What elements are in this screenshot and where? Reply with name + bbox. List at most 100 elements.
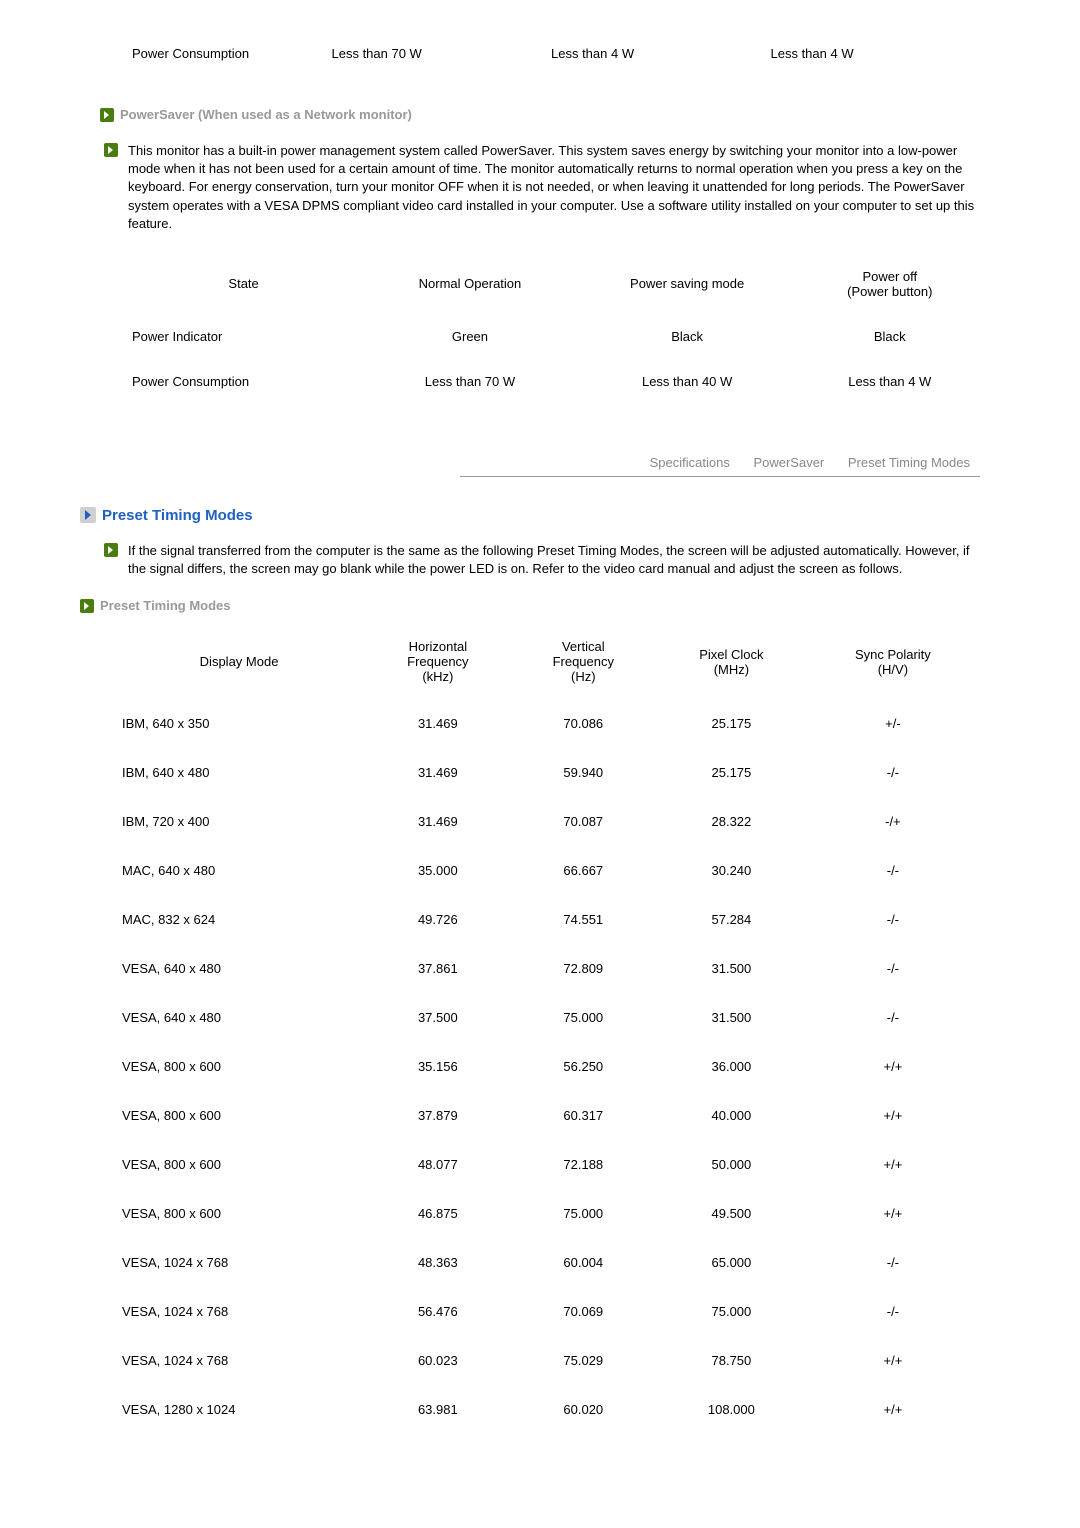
timing-cell: VESA, 1024 x 768 bbox=[102, 1288, 364, 1335]
table-row: VESA, 1024 x 76848.36360.00465.000-/- bbox=[102, 1239, 978, 1286]
timing-cell: 56.250 bbox=[512, 1043, 655, 1090]
state-cell: Black bbox=[575, 315, 800, 358]
timing-cell: 70.086 bbox=[512, 700, 655, 747]
table-row: VESA, 800 x 60037.87960.31740.000+/+ bbox=[102, 1092, 978, 1139]
table-row: State Normal Operation Power saving mode… bbox=[102, 255, 978, 313]
timing-cell: -/- bbox=[808, 945, 978, 992]
timing-cell: -/- bbox=[808, 847, 978, 894]
timing-cell: 36.000 bbox=[657, 1043, 806, 1090]
nav-links: Specifications PowerSaver Preset Timing … bbox=[100, 455, 980, 470]
timing-cell: 30.240 bbox=[657, 847, 806, 894]
power-consumption-top-table: Power Consumption Less than 70 W Less th… bbox=[100, 40, 980, 67]
timing-cell: MAC, 832 x 624 bbox=[102, 896, 364, 943]
powersaver-description-block: This monitor has a built-in power manage… bbox=[104, 142, 980, 233]
bullet-icon bbox=[80, 599, 94, 613]
timing-header-2: Vertical Frequency (Hz) bbox=[512, 625, 655, 698]
timing-table: Display Mode Horizontal Frequency (kHz) … bbox=[100, 623, 980, 1435]
table-row: VESA, 1024 x 76856.47670.06975.000-/- bbox=[102, 1288, 978, 1335]
preset-timing-description-block: If the signal transferred from the compu… bbox=[104, 542, 980, 578]
table-row: VESA, 640 x 48037.86172.80931.500-/- bbox=[102, 945, 978, 992]
nav-link-specifications[interactable]: Specifications bbox=[650, 455, 730, 470]
table-row: VESA, 1024 x 76860.02375.02978.750+/+ bbox=[102, 1337, 978, 1384]
timing-cell: 72.809 bbox=[512, 945, 655, 992]
table-row: VESA, 800 x 60046.87575.00049.500+/+ bbox=[102, 1190, 978, 1237]
timing-cell: +/+ bbox=[808, 1141, 978, 1188]
timing-cell: 108.000 bbox=[657, 1386, 806, 1433]
state-cell: Power Consumption bbox=[102, 360, 365, 403]
timing-cell: 28.322 bbox=[657, 798, 806, 845]
table-row: VESA, 800 x 60035.15656.25036.000+/+ bbox=[102, 1043, 978, 1090]
timing-cell: 49.500 bbox=[657, 1190, 806, 1237]
timing-cell: 25.175 bbox=[657, 749, 806, 796]
timing-cell: 37.500 bbox=[366, 994, 509, 1041]
state-cell: Less than 4 W bbox=[802, 360, 978, 403]
timing-cell: 35.000 bbox=[366, 847, 509, 894]
timing-cell: 70.087 bbox=[512, 798, 655, 845]
state-cell: Green bbox=[367, 315, 572, 358]
preset-timing-description: If the signal transferred from the compu… bbox=[128, 542, 980, 578]
timing-cell: 56.476 bbox=[366, 1288, 509, 1335]
timing-cell: 49.726 bbox=[366, 896, 509, 943]
nav-link-preset-timing[interactable]: Preset Timing Modes bbox=[848, 455, 970, 470]
preset-timing-sub-header: Preset Timing Modes bbox=[80, 598, 980, 613]
timing-header-1: Horizontal Frequency (kHz) bbox=[366, 625, 509, 698]
timing-cell: 60.023 bbox=[366, 1337, 509, 1384]
timing-cell: VESA, 800 x 600 bbox=[102, 1190, 364, 1237]
timing-cell: VESA, 1024 x 768 bbox=[102, 1239, 364, 1286]
timing-cell: 60.317 bbox=[512, 1092, 655, 1139]
timing-cell: +/- bbox=[808, 700, 978, 747]
bullet-icon bbox=[104, 543, 118, 557]
timing-cell: +/+ bbox=[808, 1386, 978, 1433]
powersaver-header: PowerSaver (When used as a Network monit… bbox=[100, 107, 980, 122]
timing-cell: 74.551 bbox=[512, 896, 655, 943]
timing-cell: 75.000 bbox=[657, 1288, 806, 1335]
table-row: IBM, 720 x 40031.46970.08728.322-/+ bbox=[102, 798, 978, 845]
arrow-icon bbox=[80, 507, 96, 523]
timing-cell: 31.500 bbox=[657, 945, 806, 992]
timing-cell: 48.077 bbox=[366, 1141, 509, 1188]
timing-cell: -/- bbox=[808, 1288, 978, 1335]
timing-cell: +/+ bbox=[808, 1337, 978, 1384]
table-row: Power Indicator Green Black Black bbox=[102, 315, 978, 358]
timing-cell: 57.284 bbox=[657, 896, 806, 943]
preset-timing-main-header: Preset Timing Modes bbox=[80, 507, 980, 524]
timing-header-0: Display Mode bbox=[102, 625, 364, 698]
timing-cell: 65.000 bbox=[657, 1239, 806, 1286]
timing-cell: VESA, 640 x 480 bbox=[102, 994, 364, 1041]
table-row: VESA, 1280 x 102463.98160.020108.000+/+ bbox=[102, 1386, 978, 1433]
timing-cell: IBM, 640 x 350 bbox=[102, 700, 364, 747]
timing-cell: +/+ bbox=[808, 1190, 978, 1237]
top-col1: Less than 70 W bbox=[322, 42, 540, 65]
state-header-1: Normal Operation bbox=[367, 255, 572, 313]
state-cell: Less than 70 W bbox=[367, 360, 572, 403]
timing-cell: MAC, 640 x 480 bbox=[102, 847, 364, 894]
state-cell: Black bbox=[802, 315, 978, 358]
timing-cell: 37.861 bbox=[366, 945, 509, 992]
timing-cell: 78.750 bbox=[657, 1337, 806, 1384]
table-row: VESA, 800 x 60048.07772.18850.000+/+ bbox=[102, 1141, 978, 1188]
timing-cell: 35.156 bbox=[366, 1043, 509, 1090]
timing-cell: -/- bbox=[808, 749, 978, 796]
timing-header-4: Sync Polarity (H/V) bbox=[808, 625, 978, 698]
timing-cell: 75.000 bbox=[512, 1190, 655, 1237]
table-row: IBM, 640 x 35031.46970.08625.175+/- bbox=[102, 700, 978, 747]
timing-cell: VESA, 1024 x 768 bbox=[102, 1337, 364, 1384]
timing-cell: 63.981 bbox=[366, 1386, 509, 1433]
state-header-0: State bbox=[102, 255, 365, 313]
top-col3: Less than 4 W bbox=[761, 42, 979, 65]
timing-cell: 40.000 bbox=[657, 1092, 806, 1139]
timing-cell: -/+ bbox=[808, 798, 978, 845]
timing-cell: -/- bbox=[808, 896, 978, 943]
bullet-icon bbox=[100, 108, 114, 122]
nav-link-powersaver[interactable]: PowerSaver bbox=[753, 455, 824, 470]
state-table: State Normal Operation Power saving mode… bbox=[100, 253, 980, 405]
state-header-2: Power saving mode bbox=[575, 255, 800, 313]
timing-cell: 46.875 bbox=[366, 1190, 509, 1237]
timing-cell: 37.879 bbox=[366, 1092, 509, 1139]
nav-underline bbox=[460, 476, 980, 477]
timing-cell: 66.667 bbox=[512, 847, 655, 894]
table-row: VESA, 640 x 48037.50075.00031.500-/- bbox=[102, 994, 978, 1041]
timing-cell: IBM, 640 x 480 bbox=[102, 749, 364, 796]
timing-cell: 75.029 bbox=[512, 1337, 655, 1384]
timing-cell: 50.000 bbox=[657, 1141, 806, 1188]
